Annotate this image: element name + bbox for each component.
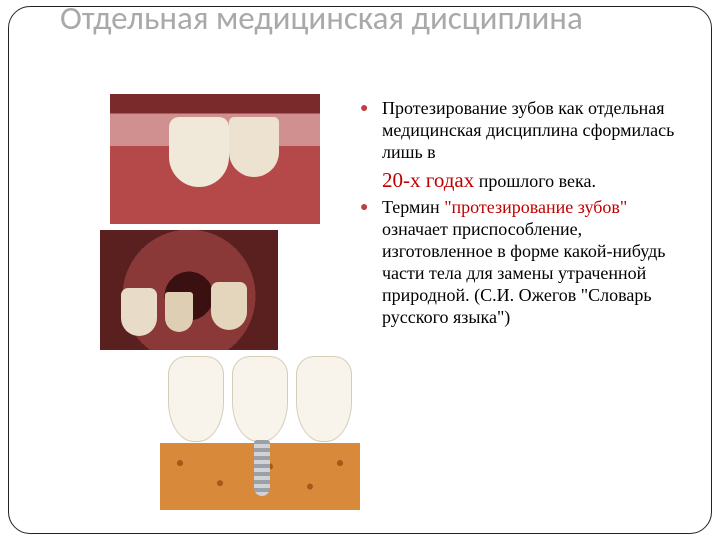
photo-implant-in-mouth [110, 94, 320, 224]
bullet-1-post: прошлого века. [474, 171, 596, 191]
bullet-1-highlight: 20-х годах [382, 168, 474, 192]
bullet-1: Протезирование зубов как отдельная медиц… [360, 98, 680, 164]
images-column [0, 90, 360, 540]
slide-title: Отдельная медицинская дисциплина [60, 0, 680, 36]
bullet-2: Термин "протезирование зубов" означает п… [360, 197, 680, 329]
bullet-2-pre: Термин [382, 197, 444, 217]
bullet-2-highlight: "протезирование зубов" [444, 197, 627, 217]
bullet-2-post: означает приспособление, изготовленное в… [382, 219, 665, 327]
illustration-dental-implant [160, 350, 360, 510]
text-column: Протезирование зубов как отдельная медиц… [360, 90, 700, 540]
bullet-1-continuation: 20-х годах прошлого века. [360, 168, 680, 194]
content-area: Протезирование зубов как отдельная медиц… [0, 90, 720, 540]
bullet-1-pre: Протезирование зубов как отдельная медиц… [382, 98, 674, 162]
photo-oral-cavity [100, 230, 278, 350]
